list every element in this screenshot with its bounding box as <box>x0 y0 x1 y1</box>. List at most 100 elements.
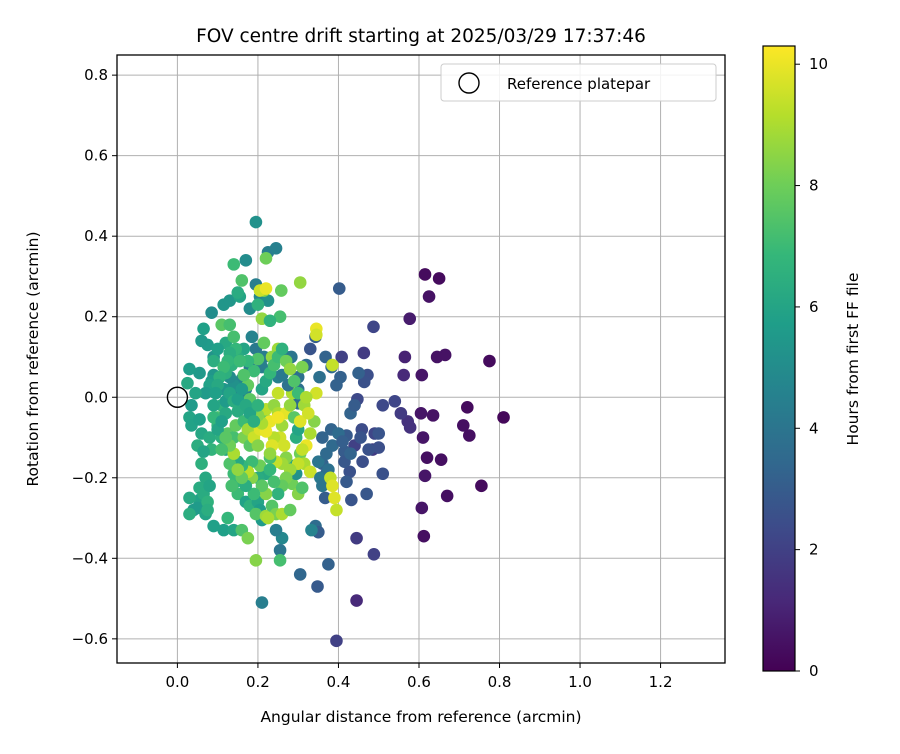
data-point <box>217 523 231 537</box>
data-point <box>247 364 261 378</box>
data-point <box>261 511 275 525</box>
data-point <box>205 306 218 319</box>
data-point <box>241 531 255 545</box>
data-point <box>193 413 206 426</box>
data-point <box>295 443 309 456</box>
data-point <box>273 310 287 324</box>
y-axis-label: Rotation from reference (arcmin) <box>24 231 42 486</box>
data-point <box>207 399 220 412</box>
data-point <box>263 463 277 477</box>
legend-marker-circle-icon <box>458 72 480 94</box>
data-point <box>199 386 212 400</box>
x-tick-label: 0.0 <box>165 673 189 691</box>
legend: Reference platepar <box>440 63 717 102</box>
data-point <box>388 394 402 408</box>
data-point <box>231 463 245 477</box>
data-point <box>247 415 261 428</box>
data-point <box>223 318 237 332</box>
data-point <box>372 427 386 440</box>
data-point <box>330 378 343 392</box>
data-point <box>235 274 249 287</box>
reference-marker <box>166 386 189 408</box>
plot-frame <box>116 54 726 664</box>
colorbar-tick-label: 6 <box>809 298 819 316</box>
data-point <box>310 328 323 342</box>
data-point <box>403 421 417 434</box>
data-point <box>203 479 216 493</box>
data-point <box>352 366 365 380</box>
data-point <box>318 491 332 505</box>
data-point <box>249 507 263 521</box>
reference-point-circle-icon <box>166 386 189 408</box>
data-point <box>269 241 283 255</box>
data-point <box>440 489 454 503</box>
data-point <box>215 415 228 428</box>
data-point <box>223 294 237 307</box>
data-point <box>316 431 329 444</box>
data-point <box>414 407 428 420</box>
colorbar: 0 2 4 6 8 10 Hours from first FF file <box>762 45 862 680</box>
data-point <box>251 352 265 366</box>
data-point <box>221 511 235 525</box>
data-point <box>185 399 198 412</box>
data-point <box>259 282 273 295</box>
data-point <box>350 531 363 545</box>
data-point <box>348 399 361 412</box>
data-point <box>293 276 307 289</box>
data-point <box>287 374 301 388</box>
data-point <box>295 360 309 374</box>
data-point <box>345 493 358 507</box>
data-point <box>426 409 440 422</box>
data-point <box>415 501 429 515</box>
data-point <box>403 312 417 326</box>
data-point <box>203 431 216 444</box>
data-point <box>343 465 357 479</box>
data-point <box>293 568 307 581</box>
data-point <box>245 455 259 468</box>
data-point <box>376 467 390 481</box>
data-point <box>461 401 474 414</box>
data-point <box>227 258 241 271</box>
colorbar-ticks: 0 2 4 6 8 10 <box>795 55 828 680</box>
data-point <box>456 419 470 432</box>
data-point <box>274 284 288 297</box>
y-tick-label: 0.4 <box>84 227 108 245</box>
data-point <box>257 336 271 350</box>
data-point <box>418 469 432 483</box>
x-tick-label: 0.4 <box>327 673 351 691</box>
data-point <box>367 320 380 334</box>
data-point <box>497 411 510 424</box>
data-points <box>181 215 510 648</box>
data-point <box>225 479 239 493</box>
data-point <box>362 443 375 456</box>
data-point <box>277 439 291 452</box>
data-point <box>344 447 357 460</box>
data-point <box>430 350 444 364</box>
data-point <box>261 294 275 307</box>
data-point <box>259 252 273 265</box>
y-tick-label: 0.0 <box>84 388 108 406</box>
data-point <box>209 386 222 400</box>
y-tick-label: −0.4 <box>72 549 108 567</box>
data-point <box>303 465 317 479</box>
data-point <box>239 254 253 267</box>
data-point <box>273 543 287 557</box>
x-tick-label: 0.8 <box>488 673 512 691</box>
data-point <box>197 322 210 336</box>
data-point <box>189 386 202 400</box>
data-point <box>417 529 431 543</box>
data-point <box>255 596 269 609</box>
x-tick-label: 0.2 <box>246 673 270 691</box>
data-point <box>310 386 323 400</box>
data-point <box>271 386 285 400</box>
data-point <box>245 330 259 344</box>
data-point <box>193 366 206 380</box>
data-point <box>181 376 194 390</box>
colorbar-label: Hours from first FF file <box>844 273 862 446</box>
x-tick-label: 1.2 <box>649 673 673 691</box>
y-tick-label: 0.2 <box>84 308 108 326</box>
legend-label: Reference platepar <box>507 75 651 93</box>
data-point <box>207 519 220 533</box>
colorbar-tick-label: 10 <box>809 55 828 73</box>
